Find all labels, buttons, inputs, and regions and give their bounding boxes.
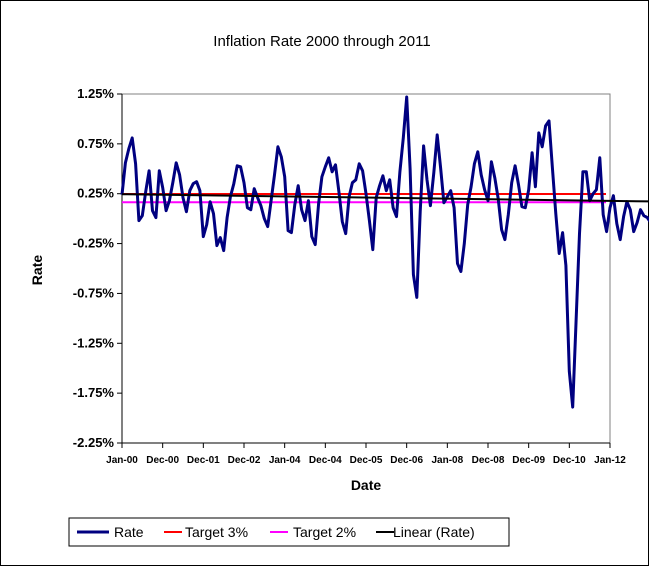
y-tick-label: -0.25% [73,236,115,251]
y-tick-label: 1.25% [77,86,114,101]
y-tick-label: -2.25% [73,435,115,450]
series-line-rate [120,95,649,409]
legend-label: Target 3% [185,524,248,540]
x-axis-title: Date [351,477,382,493]
series-line-linear-trend [121,193,649,203]
legend-label: Rate [114,524,144,540]
y-tick-label: 0.75% [77,136,114,151]
plot-area [121,93,611,444]
x-tick-label: Dec-05 [350,455,383,466]
y-tick-label: -1.25% [73,335,115,350]
x-tick-label: Dec-10 [553,455,586,466]
x-axis: Jan-00 Dec-00 Dec-01 Dec-02 Jan-04 Dec-04 Dec-… [106,442,626,466]
x-tick-label: Dec-00 [146,455,179,466]
x-tick-label: Dec-01 [187,455,220,466]
y-tick-label: -1.75% [73,385,115,400]
x-tick-label: Dec-08 [472,455,505,466]
series-lines [120,95,649,409]
x-tick-label: Dec-09 [512,455,545,466]
x-tick-label: Dec-04 [309,455,342,466]
x-tick-label: Dec-02 [228,455,261,466]
legend [68,517,510,547]
legend-items: Rate Target 3% Target 2% Linear (Rate) [77,524,475,540]
x-tick-label: Jan-00 [106,455,138,466]
y-tick-label: -0.75% [73,285,115,300]
x-tick-label: Dec-06 [390,455,423,466]
y-tick-label: 0.25% [77,186,114,201]
legend-label: Linear (Rate) [393,524,475,540]
x-tick-label: Jan-04 [269,455,301,466]
legend-label: Target 2% [293,524,356,540]
y-axis-title: Rate [29,255,45,286]
x-tick-label: Jan-08 [431,455,463,466]
y-axis: 1.25% 0.75% 0.25% -0.25% -0.75% -1.25% -1.75% -… [73,86,123,450]
chart-title: Inflation Rate 2000 through 2011 [213,33,430,50]
x-tick-label: Jan-12 [594,455,626,466]
